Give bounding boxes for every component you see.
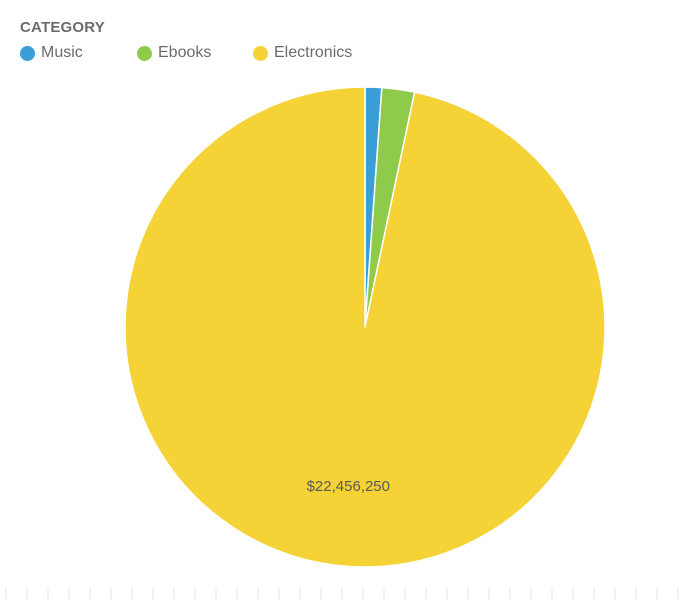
pie-slice-electronics[interactable] bbox=[124, 86, 606, 568]
legend-label-electronics: Electronics bbox=[274, 44, 353, 61]
pie-slices bbox=[124, 86, 606, 568]
legend-item-ebooks[interactable]: Ebooks bbox=[137, 43, 211, 63]
pie-data-labels: $22,456,250 bbox=[307, 478, 390, 495]
legend-dot-electronics bbox=[253, 45, 268, 61]
legend-dot-music bbox=[20, 45, 35, 61]
legend-dot-ebooks bbox=[137, 45, 152, 61]
legend-label-music: Music bbox=[41, 44, 83, 61]
legend-label-ebooks: Ebooks bbox=[158, 44, 212, 61]
legend-title: CATEGORY bbox=[20, 19, 105, 36]
axis-tick-strip bbox=[5, 587, 679, 600]
legend-item-electronics[interactable]: Electronics bbox=[253, 43, 352, 63]
legend: Music Ebooks Electronics bbox=[20, 43, 440, 63]
legend-item-music[interactable]: Music bbox=[20, 43, 83, 63]
pie-data-label-electronics: $22,456,250 bbox=[307, 478, 390, 495]
